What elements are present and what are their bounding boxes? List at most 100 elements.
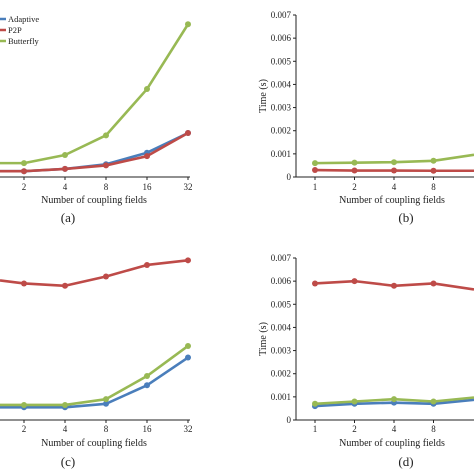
y-tick-label: 0.004	[271, 322, 292, 332]
x-tick-label: 4	[392, 424, 397, 434]
y-tick-label: 0.003	[271, 103, 292, 113]
data-point	[21, 160, 27, 167]
data-point	[62, 401, 68, 408]
y-tick-label: 0.007	[271, 10, 292, 20]
x-tick-label: 1	[313, 182, 318, 192]
series-line	[0, 23, 190, 165]
series-line	[0, 259, 189, 288]
y-tick-label: 0.001	[271, 392, 291, 402]
y-tick-label: 0.005	[271, 56, 292, 66]
panel-label: (c)	[61, 454, 75, 469]
y-tick-label: 0.003	[271, 346, 292, 356]
x-tick-label: 4	[63, 424, 68, 434]
x-tick-label: 2	[22, 424, 27, 434]
x-tick-label: 32	[184, 424, 193, 434]
x-axis-title: Number of coupling fields	[41, 438, 147, 449]
data-point	[62, 152, 68, 159]
data-point	[312, 400, 318, 407]
panel-label: (b)	[398, 210, 413, 225]
series-p2p	[312, 278, 474, 291]
data-point	[351, 398, 358, 405]
x-tick-label: 8	[431, 424, 436, 434]
series-butterfly	[312, 153, 474, 167]
y-tick-label: 0	[287, 172, 292, 182]
data-point	[391, 396, 397, 403]
chart-panel-d: 0 0.001 0.002 0.003 0.004 0.005 0.006 0.007 Time…	[258, 253, 474, 469]
data-point	[185, 257, 191, 264]
y-tick-label: 0.006	[271, 276, 292, 286]
series-p2p	[0, 130, 191, 175]
data-point	[144, 373, 150, 380]
data-point	[430, 280, 437, 287]
series-butterfly	[0, 342, 191, 408]
chart-panel-a: 2 4 8 16 32 Number of coupling fields (a)	[0, 21, 193, 225]
y-tick-label: 0.001	[271, 149, 291, 159]
data-point	[103, 396, 109, 403]
x-tick-label: 2	[22, 182, 27, 192]
data-point	[430, 398, 437, 405]
data-point	[21, 168, 27, 175]
data-point	[21, 280, 27, 287]
series-line	[0, 356, 189, 409]
series-butterfly	[0, 21, 191, 167]
data-point	[312, 167, 318, 174]
chart-panel-b: 0 0.001 0.002 0.003 0.004 0.005 0.006 0.007 Time…	[258, 10, 474, 225]
data-point	[185, 130, 191, 137]
x-tick-label: 4	[63, 182, 68, 192]
x-tick-label: 4	[392, 182, 397, 192]
y-tick-label: 0.006	[271, 33, 292, 43]
data-point	[312, 280, 318, 287]
y-tick-label: 0.004	[271, 79, 292, 89]
x-axis-title: Number of coupling fields	[339, 195, 445, 206]
data-point	[144, 382, 150, 389]
data-point	[185, 21, 191, 28]
data-point	[351, 159, 358, 166]
y-tick-label: 0.005	[271, 299, 292, 309]
data-point	[103, 273, 109, 280]
panel-label: (d)	[398, 454, 413, 469]
data-point	[430, 167, 437, 174]
data-point	[103, 132, 109, 139]
data-point	[312, 160, 318, 167]
y-axis-title: Time (s)	[258, 79, 269, 113]
data-point	[185, 342, 191, 349]
data-point	[391, 282, 397, 289]
series-line	[0, 131, 189, 173]
series-butterfly	[312, 396, 474, 407]
panel-label: (a)	[61, 210, 75, 225]
series-p2p	[312, 167, 474, 174]
data-point	[103, 162, 109, 169]
y-tick-label: 0.007	[271, 253, 292, 263]
y-tick-label: 0.002	[271, 369, 291, 379]
legend-label: Butterfly	[8, 36, 39, 46]
data-point	[21, 401, 27, 408]
x-tick-label: 2	[352, 424, 357, 434]
chart-panel-c: 2 4 8 16 32 Number of coupling fields (c)	[0, 257, 193, 469]
data-point	[391, 167, 397, 174]
data-point	[62, 165, 68, 172]
data-point	[351, 278, 358, 285]
y-tick-label: 0	[287, 415, 292, 425]
data-point	[144, 261, 150, 268]
data-point	[62, 282, 68, 289]
data-point	[144, 86, 150, 93]
legend-label: Adaptive	[8, 14, 39, 24]
x-tick-label: 32	[184, 182, 193, 192]
data-point	[391, 159, 397, 166]
x-tick-label: 8	[431, 182, 436, 192]
y-axis-title: Time (s)	[258, 322, 269, 356]
series-line	[0, 344, 189, 407]
x-axis-title: Number of coupling fields	[41, 195, 147, 206]
y-tick-label: 0.002	[271, 126, 291, 136]
x-tick-label: 1	[313, 424, 318, 434]
x-tick-label: 2	[352, 182, 357, 192]
legend-label: P2P	[8, 25, 22, 35]
data-point	[103, 400, 109, 407]
data-point	[430, 157, 437, 164]
x-axis-title: Number of coupling fields	[339, 438, 445, 449]
x-tick-label: 8	[104, 424, 109, 434]
data-point	[144, 153, 150, 160]
data-point	[185, 354, 191, 361]
